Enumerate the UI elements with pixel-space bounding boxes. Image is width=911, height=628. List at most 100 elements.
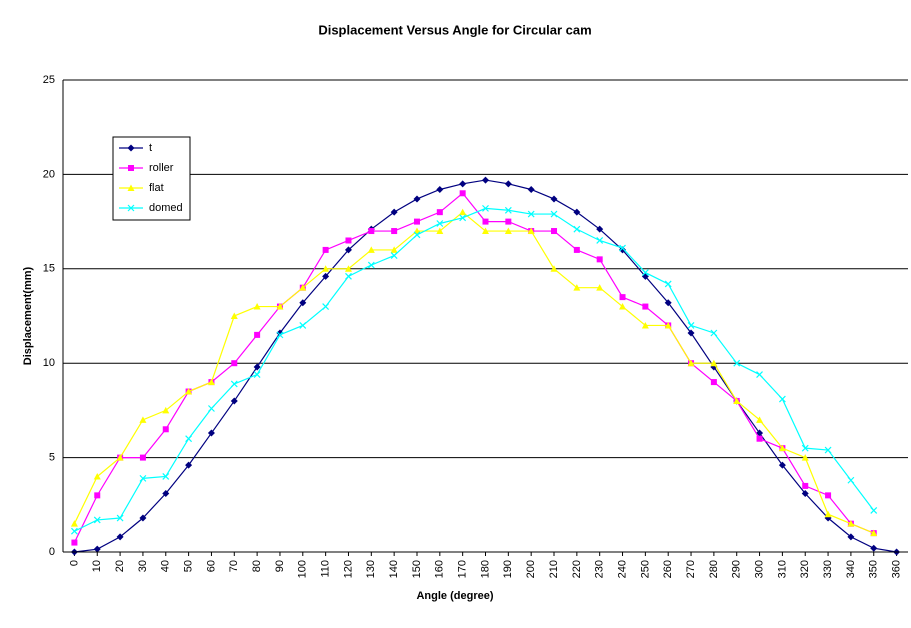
marker	[368, 228, 375, 235]
marker	[504, 206, 512, 214]
x-tick-label: 90	[274, 560, 286, 572]
marker	[824, 510, 832, 518]
marker	[573, 246, 580, 253]
x-tick-label: 330	[822, 560, 834, 578]
marker	[93, 516, 101, 524]
marker	[687, 322, 695, 329]
series-line	[73, 192, 874, 543]
marker	[436, 209, 443, 216]
marker	[619, 244, 626, 252]
marker	[824, 446, 832, 454]
x-tick-label: 240	[616, 560, 628, 578]
x-tick-label: 30	[137, 560, 149, 572]
series-line	[74, 207, 875, 532]
x-tick-label: 10	[91, 560, 103, 572]
x-tick-label: 40	[160, 560, 172, 572]
x-tick-label: 190	[502, 560, 514, 578]
marker	[253, 371, 261, 378]
x-tick-label: 110	[320, 560, 332, 578]
marker	[230, 312, 238, 319]
marker	[482, 204, 489, 212]
marker	[710, 329, 718, 337]
x-tick-label: 250	[639, 560, 651, 578]
marker	[664, 321, 672, 329]
y-tick-label: 20	[43, 168, 55, 180]
x-tick-label: 20	[114, 560, 126, 572]
x-tick-label: 160	[434, 560, 446, 578]
legend-marker	[127, 144, 135, 152]
marker	[619, 294, 626, 301]
x-tick-label: 80	[251, 560, 263, 572]
marker	[345, 272, 352, 280]
marker	[641, 269, 649, 277]
marker	[687, 329, 695, 337]
marker	[231, 360, 238, 367]
marker	[391, 228, 398, 235]
marker	[116, 454, 124, 461]
marker	[390, 246, 398, 253]
x-tick-label: 0	[68, 560, 80, 566]
marker	[185, 388, 193, 395]
x-tick-label: 100	[297, 560, 309, 578]
marker	[139, 416, 147, 423]
marker	[413, 231, 421, 239]
marker	[367, 261, 375, 269]
legend-box	[112, 136, 191, 221]
marker	[778, 395, 786, 403]
marker	[687, 359, 695, 367]
marker	[116, 514, 124, 522]
marker	[253, 363, 261, 371]
marker	[733, 397, 741, 404]
marker	[482, 227, 489, 235]
marker	[596, 225, 604, 233]
marker	[482, 176, 489, 184]
marker	[801, 489, 809, 497]
marker	[504, 180, 512, 188]
marker	[344, 246, 352, 254]
marker	[71, 539, 78, 546]
x-tick-label: 200	[525, 560, 537, 578]
marker	[322, 303, 330, 310]
marker	[322, 246, 329, 253]
marker	[642, 303, 649, 310]
x-tick-label: 180	[479, 560, 491, 578]
marker	[482, 218, 489, 225]
marker	[299, 284, 307, 291]
marker	[641, 321, 649, 329]
marker	[733, 359, 741, 367]
marker	[870, 507, 878, 514]
x-tick-label: 170	[457, 560, 469, 578]
marker	[847, 520, 855, 527]
x-tick-label: 120	[342, 560, 354, 578]
x-tick-label: 50	[183, 560, 195, 572]
marker	[322, 272, 330, 280]
marker	[208, 405, 215, 412]
x-tick-label: 350	[868, 560, 880, 578]
y-tick-label: 25	[43, 74, 55, 86]
series-line	[74, 179, 897, 553]
legend-marker	[127, 204, 135, 212]
marker	[367, 246, 375, 253]
marker	[756, 416, 764, 423]
marker	[162, 489, 170, 497]
x-tick-label: 290	[731, 560, 743, 578]
x-tick-label: 220	[571, 560, 583, 578]
marker	[162, 406, 170, 414]
marker	[802, 482, 809, 489]
marker	[93, 545, 101, 553]
marker	[505, 218, 512, 225]
legend-label: t	[149, 142, 152, 154]
marker	[573, 284, 581, 291]
marker	[185, 461, 193, 469]
chart-title: Displacement Versus Angle for Circular c…	[318, 22, 591, 37]
marker	[254, 331, 261, 338]
marker	[550, 210, 558, 218]
x-tick-label: 310	[776, 560, 788, 578]
y-axis-label: Displacement(mm)	[22, 266, 34, 365]
x-tick-label: 270	[685, 560, 697, 578]
marker	[573, 225, 581, 233]
marker	[139, 514, 147, 522]
marker	[778, 444, 786, 452]
x-tick-label: 360	[890, 560, 902, 578]
